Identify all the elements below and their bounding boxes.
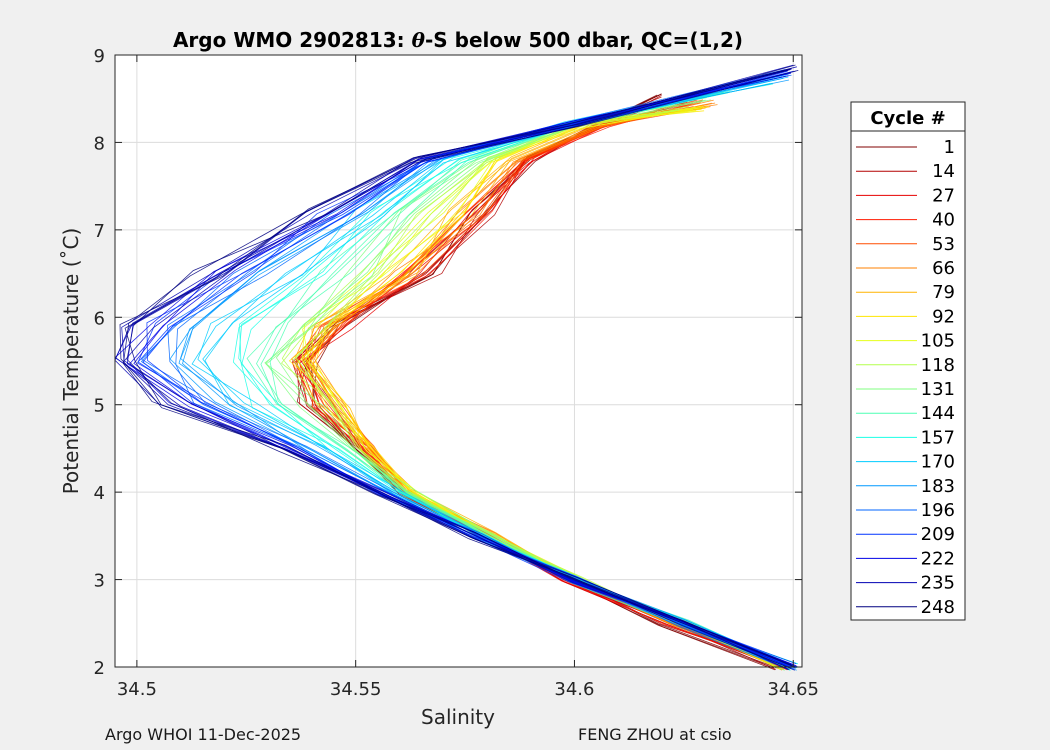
series-group [114,64,799,671]
x-tick-label: 34.5 [117,679,157,700]
legend-label: 209 [921,524,955,545]
footer-right: FENG ZHOU at csio [578,725,732,744]
legend-label: 1 [944,137,955,158]
legend-label: 40 [932,210,955,231]
y-tick-label: 4 [94,483,105,504]
legend-label: 196 [921,500,955,521]
series-line-cycle-235 [121,66,797,670]
x-tick-label: 34.65 [767,679,819,700]
series-line-cycle-248 [119,68,793,667]
legend-items: 1 14 27 40 53 66 79 92 105 118 131 144 157 170 183 196 2… [856,137,955,618]
series-line-cycle-183 [182,76,796,668]
x-tick-label: 34.6 [554,679,594,700]
y-tick-label: 6 [94,308,105,329]
legend-title: Cycle # [870,108,945,129]
legend-label: 14 [932,161,955,182]
legend-box [850,101,966,621]
legend-label: 235 [921,573,955,594]
chart-title: Argo WMO 2902813: θ-S below 500 dbar, QC… [173,28,743,52]
legend-label: 170 [921,452,955,473]
x-tick-label: 34.55 [330,679,382,700]
plot-area [115,55,802,667]
legend-label: 27 [932,185,955,206]
y-tick-label: 3 [94,571,105,592]
y-tick-label: 2 [94,658,105,679]
legend-label: 131 [921,379,955,400]
y-tick-label: 5 [94,396,105,417]
legend-label: 222 [921,548,955,569]
series-line-cycle-157 [232,78,798,665]
y-tick-label: 8 [94,133,105,154]
legend: Cycle # 1 14 27 40 53 66 79 92 105 118 131 144 157 17… [850,101,966,621]
y-axis-label: Potential Temperature (˚C) [59,228,83,495]
legend-label: 53 [932,234,955,255]
legend-label: 183 [921,476,955,497]
legend-label: 144 [921,403,955,424]
footer-left: Argo WHOI 11-Dec-2025 [105,725,302,744]
x-axis-label: Salinity [421,705,495,729]
legend-label: 118 [921,355,955,376]
plot-frame [114,54,803,668]
series-line-cycle-209 [146,72,791,668]
legend-label: 79 [932,282,955,303]
axis-ticks: 34.5 34.55 34.6 34.65 2 3 4 5 6 7 8 9 [94,46,819,700]
y-tick-label: 7 [94,221,105,242]
legend-label: 66 [932,258,955,279]
legend-label: 157 [921,427,955,448]
legend-label: 248 [921,597,955,618]
series-line-cycle-248 [122,70,799,668]
legend-label: 92 [932,306,955,327]
legend-label: 105 [921,331,955,352]
y-tick-label: 9 [94,46,105,67]
